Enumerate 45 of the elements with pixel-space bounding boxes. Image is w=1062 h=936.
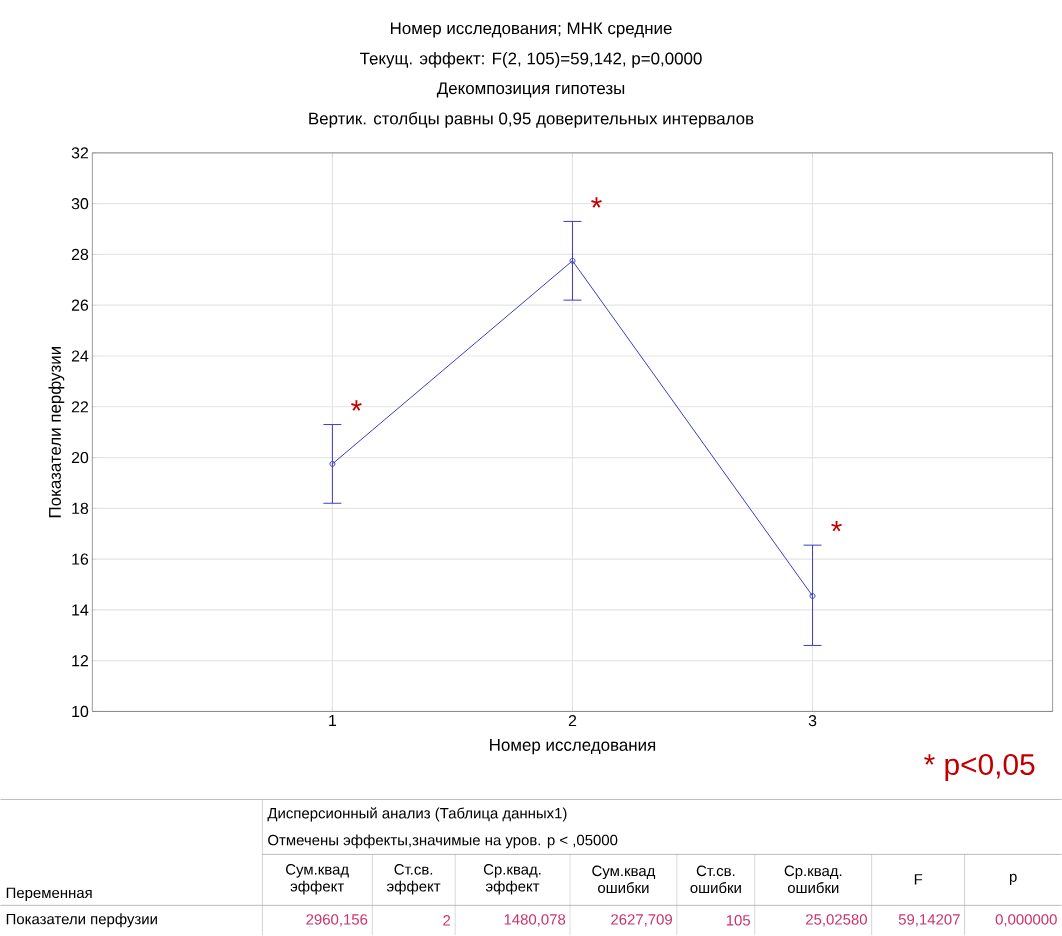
x-tick-label: 2 [568, 715, 577, 727]
text: Ст.св. ошибки [690, 865, 741, 894]
annotation: * [831, 521, 842, 532]
text: 105 [726, 915, 751, 926]
annotation: * [591, 197, 602, 208]
text: p [1009, 873, 1017, 886]
text: 1480,078 [504, 914, 566, 927]
y-tick-label: 30 [71, 198, 89, 210]
text: Отмечены эффекты,значимые на уров. p < ,05000 [268, 834, 618, 849]
text: * p<0,05 [924, 754, 1035, 782]
y-tick-label: 16 [72, 553, 89, 565]
text: Сум.квад эффект [286, 864, 349, 895]
text: F [914, 874, 923, 885]
y-tick-label: 28 [71, 248, 89, 261]
annotation: * [351, 400, 362, 411]
x-tick-label: 1 [329, 715, 337, 727]
y-tick-label: 18 [72, 502, 89, 515]
y-tick-label: 32 [71, 147, 89, 159]
text: Ст.св. эффект [386, 864, 441, 895]
text: Декомпозиция гипотезы [436, 82, 625, 98]
y-tick-label: 12 [72, 655, 89, 667]
text: Сум.квад ошибки [592, 865, 656, 894]
y-axis-title: Показатели перфузии [48, 347, 65, 518]
y-tick-label: 22 [71, 401, 89, 413]
text: Ср.квад. ошибки [784, 865, 842, 894]
text: 59,14207 [898, 914, 960, 927]
y-tick-label: 20 [71, 452, 89, 464]
text: Переменная [6, 887, 92, 902]
text: Показатели перфузии [6, 913, 157, 928]
y-tick-label: 26 [71, 299, 89, 312]
chart-subtitle: Текущ. эффект: F(2, 105)=59,142, p=0,0000 [360, 52, 702, 68]
text: Ср.квад. эффект [483, 864, 541, 895]
y-tick-label: 24 [71, 350, 89, 362]
text: 2960,156 [306, 914, 368, 927]
text: 2627,709 [611, 914, 672, 927]
text: Дисперсионный анализ (Таблица данных1) [267, 807, 567, 822]
chart-title: Номер исследования; МНК средние [390, 22, 672, 38]
text: Вертик. столбцы равны 0,95 доверительных интервалов [309, 112, 754, 129]
text: 2 [443, 915, 451, 926]
text: 25,02580 [806, 914, 867, 927]
text: 0,000000 [995, 914, 1057, 927]
y-tick-label: 10 [72, 705, 89, 718]
x-tick-label: 3 [808, 715, 817, 727]
x-axis-title: Номер исследования [490, 739, 656, 755]
y-tick-label: 14 [72, 604, 89, 616]
